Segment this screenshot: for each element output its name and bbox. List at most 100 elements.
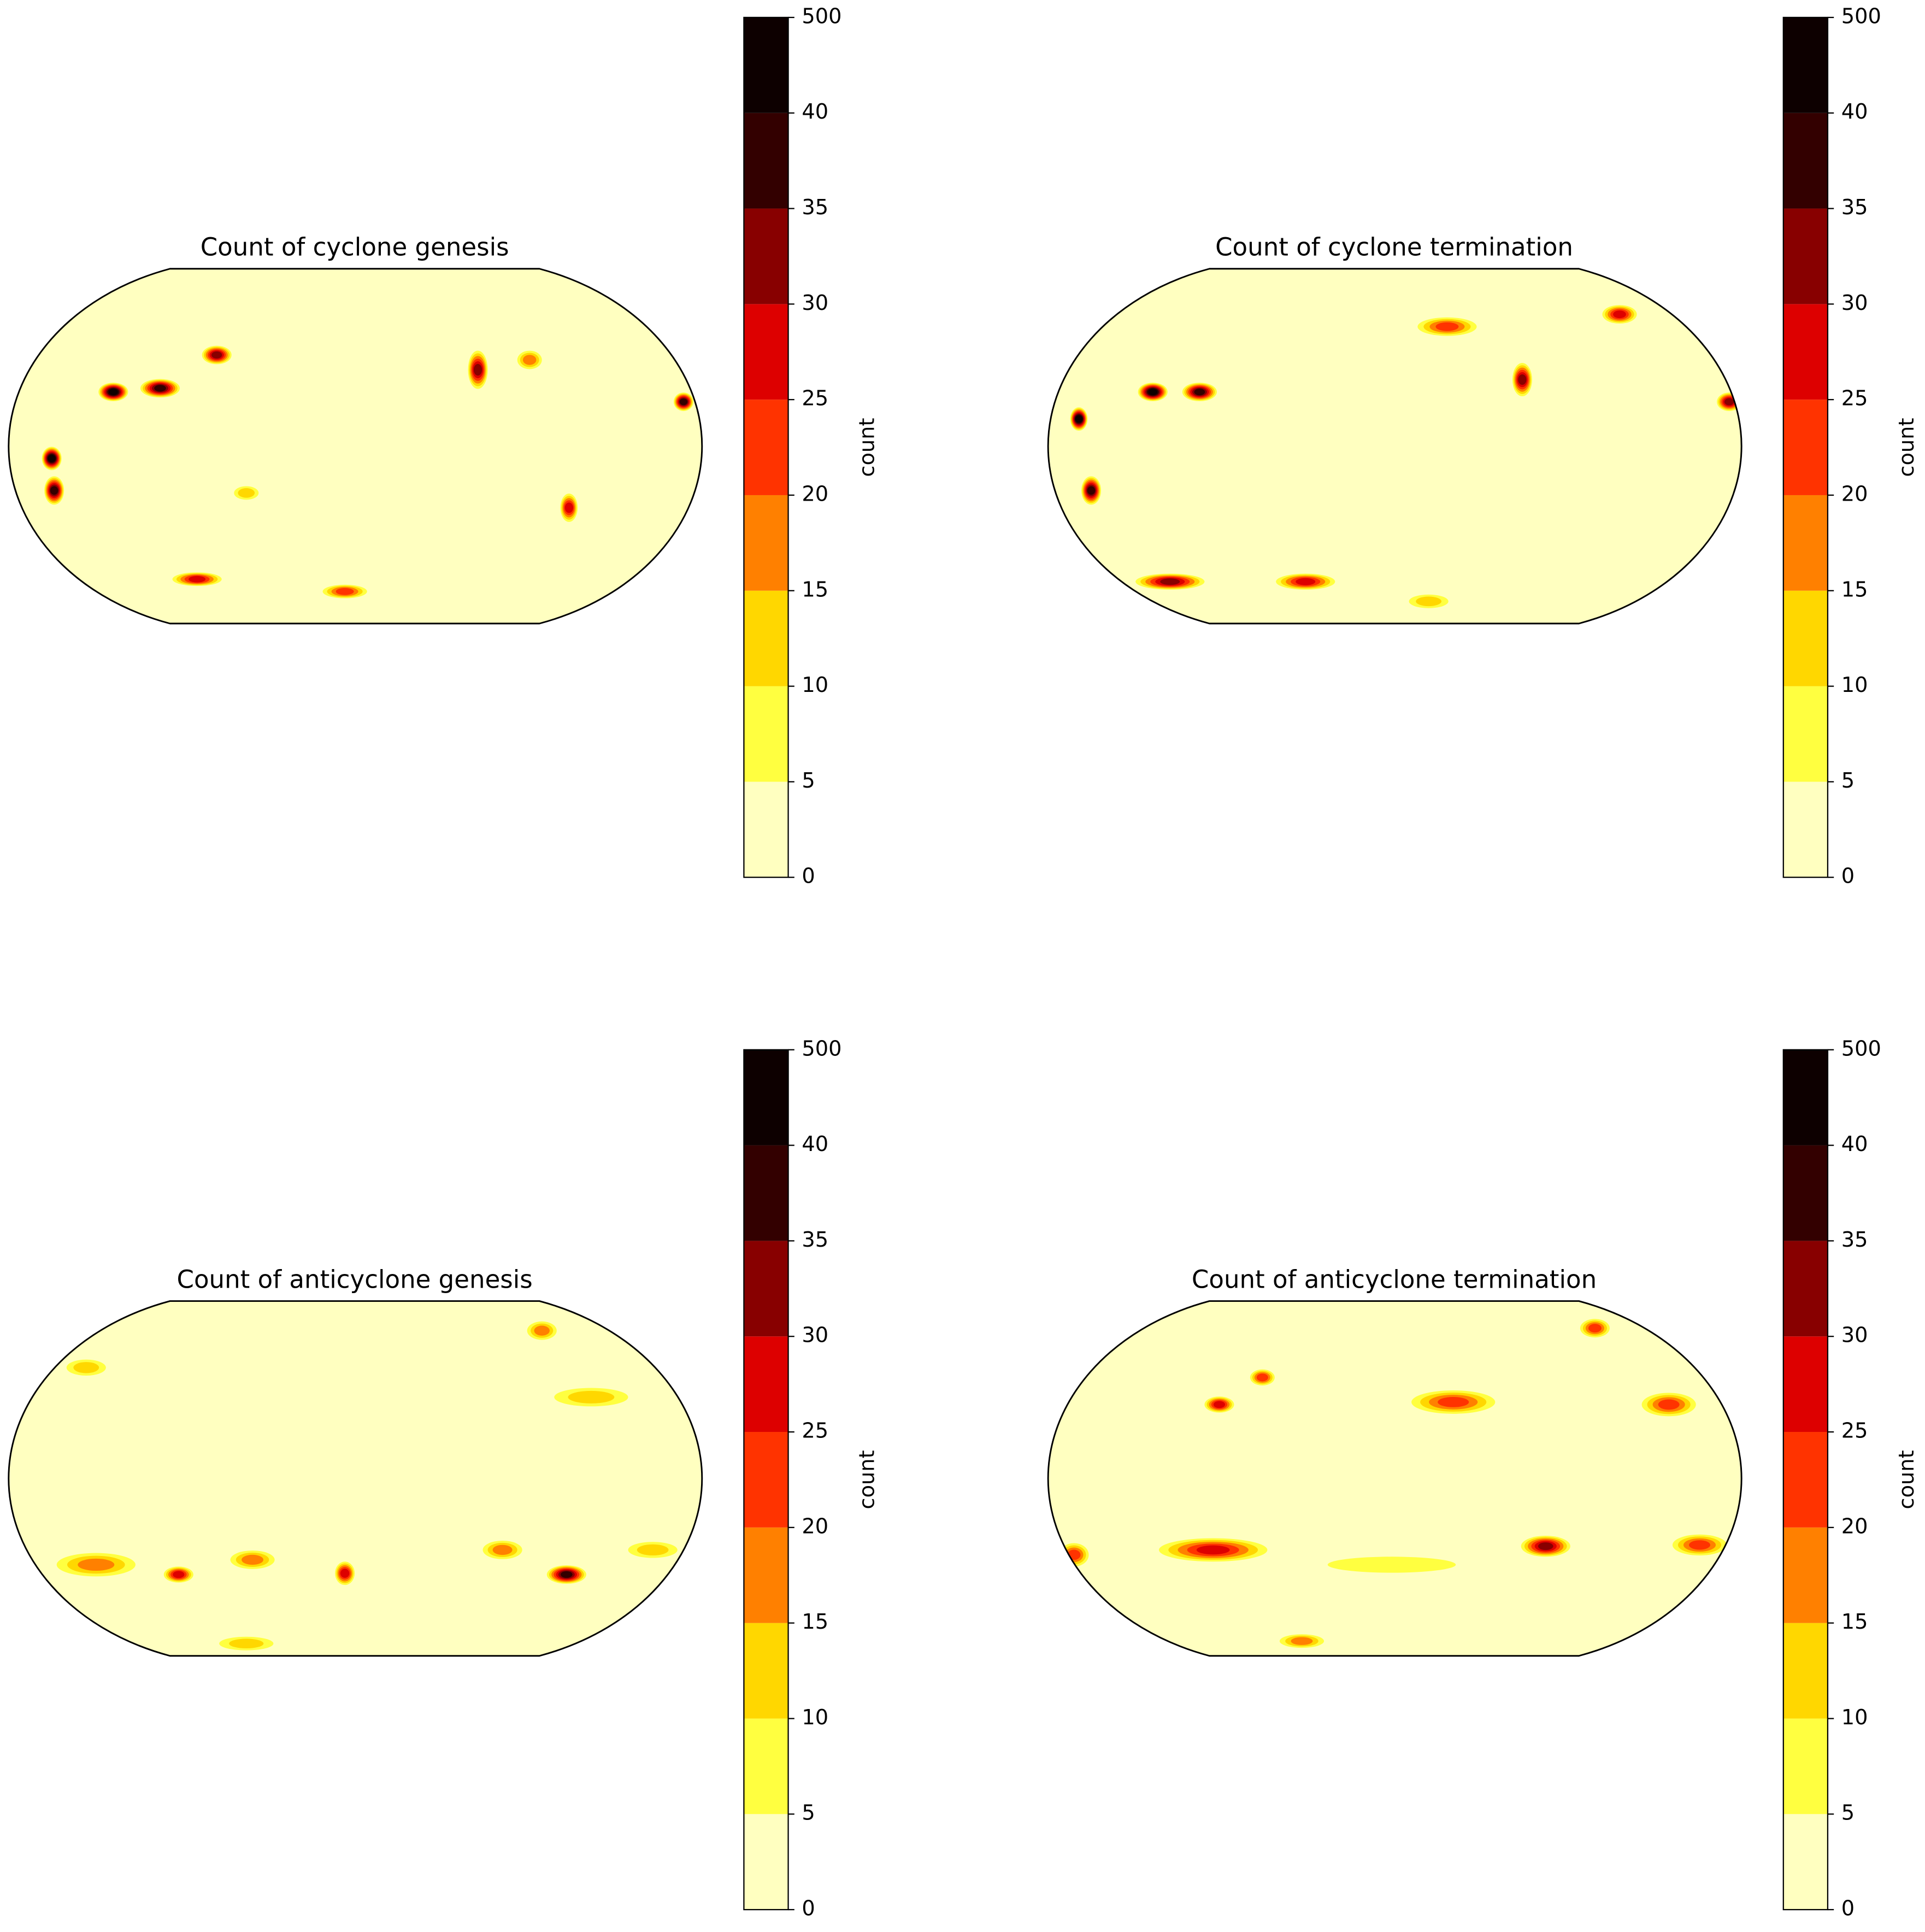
hotspot xyxy=(238,488,255,498)
colorbar-tick-label: 20 xyxy=(802,1514,828,1538)
colorbar-frame xyxy=(743,16,789,878)
colorbar-tick-label: 20 xyxy=(1841,481,1868,506)
colorbar-segment xyxy=(1783,304,1828,400)
hotspot xyxy=(564,502,573,513)
hotspot xyxy=(242,1554,264,1565)
colorbar-tick-label: 0 xyxy=(802,864,815,889)
colorbar-segment xyxy=(744,590,788,686)
hotspot xyxy=(189,576,206,583)
colorbar-tick-label: 15 xyxy=(1841,577,1868,602)
colorbar-tick-label: 0 xyxy=(1841,864,1855,889)
map-background xyxy=(8,1301,702,1656)
panel: Count of anticyclone genesis 0 5 10 15 20 25 30… xyxy=(8,1036,880,1921)
hotspot xyxy=(1518,374,1527,385)
colorbar-tick-label: 15 xyxy=(802,1610,828,1634)
hotspot xyxy=(1160,578,1180,585)
colorbar-segment xyxy=(1783,495,1828,591)
colorbar-tick-label: 25 xyxy=(1841,1419,1868,1443)
hotspot xyxy=(1291,1637,1313,1645)
colorbar-tick-label: 20 xyxy=(802,481,828,506)
colorbar-segment xyxy=(744,1527,788,1623)
colorbar-frame xyxy=(1782,16,1829,878)
colorbar-tick-label: 30 xyxy=(1841,1323,1868,1348)
colorbar-segment xyxy=(1783,590,1828,686)
map-outline xyxy=(8,268,703,625)
colorbar-tick-label: 40 xyxy=(1841,1132,1868,1156)
colorbar-tick-label: 40 xyxy=(802,1132,828,1156)
colorbar-segment xyxy=(744,1718,788,1814)
hotspot xyxy=(1658,1399,1680,1410)
hotspot xyxy=(229,1639,264,1648)
map-background xyxy=(8,268,702,624)
panel-title: Count of cyclone genesis xyxy=(201,233,509,262)
hotspot xyxy=(340,1569,350,1578)
colorbar-segment xyxy=(744,782,788,878)
colorbar-tick-label: 30 xyxy=(802,291,828,315)
colorbar-frame xyxy=(1782,1049,1829,1911)
hotspot xyxy=(211,351,222,359)
colorbar-segment xyxy=(1783,1432,1828,1528)
hotspot xyxy=(1194,389,1205,396)
hotspot xyxy=(1327,1557,1456,1573)
colorbar-tick-label: 40 xyxy=(802,99,828,124)
hotspot xyxy=(637,1544,669,1556)
hotspot xyxy=(1087,486,1096,495)
colorbar-segment xyxy=(1783,400,1828,495)
map-field xyxy=(42,345,694,598)
colorbar-segment xyxy=(744,400,788,495)
map-field xyxy=(1070,305,1742,608)
hotspot xyxy=(522,355,537,365)
colorbar-segment xyxy=(1783,1718,1828,1814)
colorbar-tick-label: 35 xyxy=(1841,195,1868,220)
colorbar-tick-label: 500 xyxy=(802,1036,841,1061)
colorbar-segment xyxy=(744,17,788,113)
colorbar-segment xyxy=(744,304,788,400)
map-outline xyxy=(8,1300,703,1657)
colorbar-tick-label: 10 xyxy=(1841,673,1868,697)
hotspot xyxy=(1296,578,1316,585)
map-field xyxy=(1059,1319,1727,1648)
hotspot xyxy=(1613,310,1626,319)
hotspot xyxy=(1196,1545,1230,1555)
colorbar-segment xyxy=(1783,1814,1828,1910)
colorbar-tick-label: 10 xyxy=(802,673,828,697)
panel-title: Count of anticyclone termination xyxy=(1192,1265,1597,1294)
hotspot xyxy=(1148,389,1158,395)
colorbar-tick-label: 30 xyxy=(802,1323,828,1348)
colorbar-label: count xyxy=(855,1450,880,1509)
hotspot xyxy=(1416,596,1442,607)
colorbar-segment xyxy=(744,1241,788,1337)
map-outline xyxy=(1047,268,1742,625)
hotspot xyxy=(78,1558,115,1571)
hotspot xyxy=(1213,1401,1226,1408)
colorbar-tick-label: 0 xyxy=(1841,1896,1855,1921)
colorbar-label: count xyxy=(855,418,880,477)
colorbar-tick-label: 5 xyxy=(802,1801,815,1825)
panel-title: Count of anticyclone genesis xyxy=(177,1265,533,1294)
colorbar-segment xyxy=(1783,1241,1828,1337)
colorbar-segment xyxy=(1783,17,1828,113)
colorbar-tick-label: 5 xyxy=(802,768,815,793)
hotspot xyxy=(154,385,166,392)
map-outline xyxy=(1047,1300,1742,1657)
colorbar-tick-label: 35 xyxy=(1841,1228,1868,1252)
colorbar-segment xyxy=(744,1623,788,1719)
colorbar-tick-label: 35 xyxy=(802,1228,828,1252)
colorbar-tick-label: 35 xyxy=(802,195,828,220)
colorbar-segment xyxy=(744,1432,788,1528)
colorbar-segment xyxy=(744,1049,788,1146)
colorbar-tick-label: 5 xyxy=(1841,1801,1855,1825)
colorbar-segment xyxy=(744,113,788,209)
map-background xyxy=(1048,268,1742,624)
colorbar-segment xyxy=(1783,1527,1828,1623)
colorbar-label: count xyxy=(1894,418,1919,477)
hotspot xyxy=(561,1571,573,1578)
colorbar-segment xyxy=(1783,113,1828,209)
panel-title: Count of cyclone termination xyxy=(1215,233,1573,262)
hotspot xyxy=(492,1545,513,1555)
hotspot xyxy=(50,486,58,495)
panel: Count of cyclone termination 0 5 10 15 20 25 30… xyxy=(1047,4,1919,889)
colorbar-segment xyxy=(1783,208,1828,304)
colorbar-tick-label: 10 xyxy=(1841,1705,1868,1730)
